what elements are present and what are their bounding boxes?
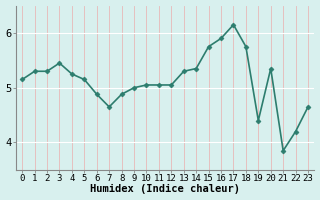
X-axis label: Humidex (Indice chaleur): Humidex (Indice chaleur) bbox=[90, 184, 240, 194]
